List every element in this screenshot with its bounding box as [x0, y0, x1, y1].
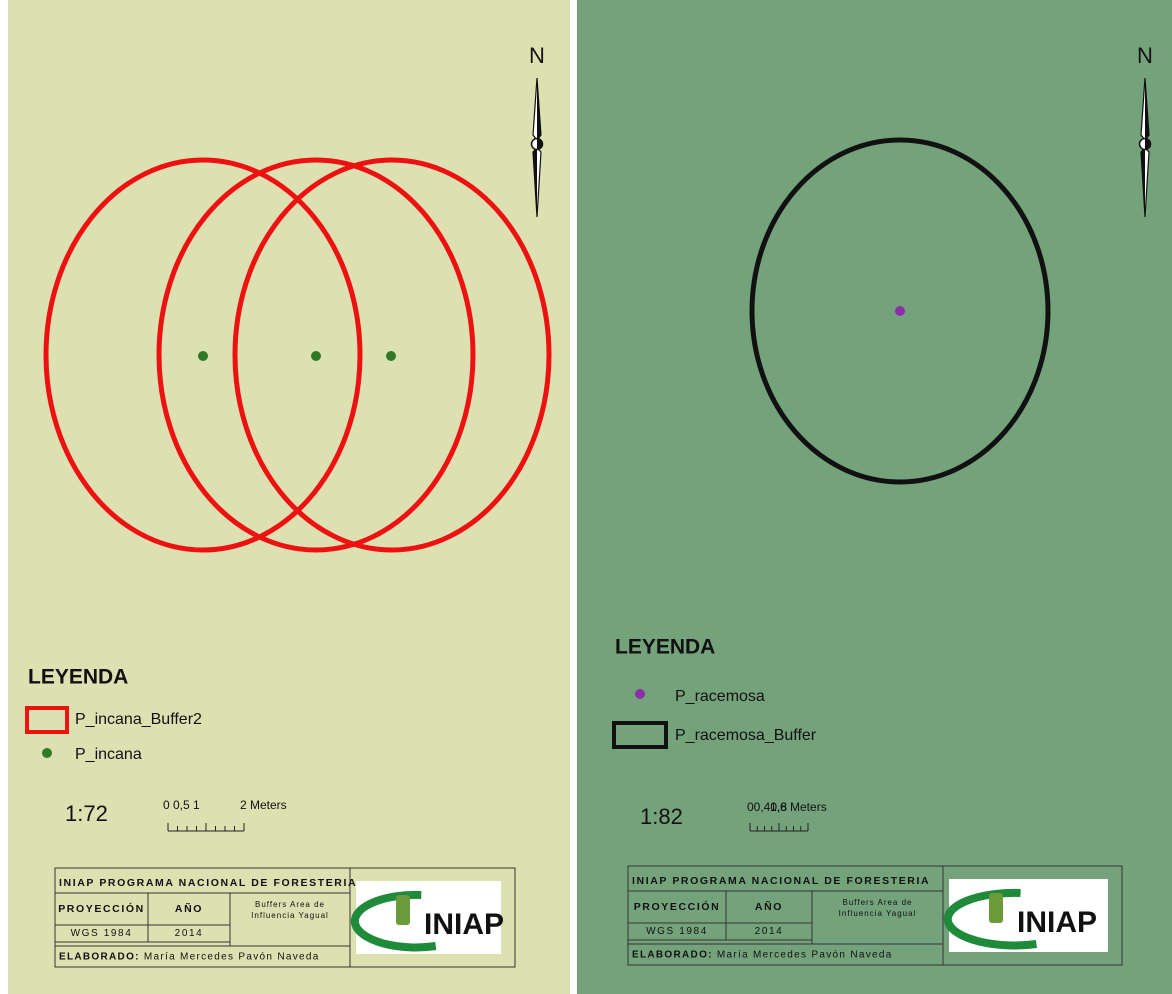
legend-label: P_incana_Buffer2: [75, 711, 202, 728]
north-arrow: [1141, 148, 1145, 217]
north-arrow: [1145, 78, 1149, 140]
buffer: [232, 157, 552, 553]
title-block: [627, 865, 1123, 966]
author-label: ELABORADO:: [632, 949, 713, 960]
title-block-value: WGS 1984: [646, 926, 708, 937]
title-block-value: 2014: [755, 926, 784, 937]
title-block-author: ELABORADO: María Mercedes Pavón Naveda: [632, 949, 893, 960]
points: [198, 351, 396, 361]
scale-bar-label: 2 Meters: [240, 798, 287, 812]
north-label: N: [1137, 43, 1153, 68]
north-arrow: [1145, 138, 1151, 150]
north-label: N: [529, 43, 545, 68]
logo-swoosh: [350, 890, 437, 952]
right-panel: [577, 0, 1172, 994]
author-name: María Mercedes Pavón Naveda: [144, 951, 320, 962]
legend-label: P_incana: [75, 746, 142, 763]
logo-emblem: [396, 895, 410, 925]
title-block: [54, 867, 516, 968]
scale-bar-label: 00,40,8: [747, 800, 787, 814]
legend-symbol: [42, 748, 52, 758]
legend-symbol: [612, 721, 668, 749]
title-block-label: AÑO: [175, 902, 203, 915]
scale-bar-label: 1,6 Meters: [770, 800, 827, 814]
scale-bar-label: 0 0,5 1: [163, 798, 200, 812]
left-panel: [8, 0, 570, 994]
title-block-header: INIAP PROGRAMA NACIONAL DE FORESTERIA: [59, 877, 357, 889]
north-arrow: [533, 148, 537, 217]
title-block-label: PROYECCIÓN: [634, 900, 721, 913]
title-block-value: 2014: [175, 928, 204, 939]
legend-symbol: [25, 706, 69, 734]
buffer: [156, 157, 476, 553]
title-block-description: Buffers Area de: [255, 900, 325, 909]
north-arrow: [537, 78, 541, 140]
legend-label: P_racemosa_Buffer: [675, 727, 817, 744]
logo-text: INIAP: [1017, 906, 1097, 939]
buffer: [749, 137, 1051, 485]
title-block-description: Influencia Yagual: [251, 911, 329, 920]
title-block-description: Influencia Yagual: [839, 909, 917, 918]
point: [311, 351, 321, 361]
scale-ratio: 1:72: [65, 801, 108, 826]
title-block-label: PROYECCIÓN: [58, 902, 145, 915]
title-block-description: Buffers Area de: [843, 898, 913, 907]
point: [895, 306, 905, 316]
logo-text: INIAP: [424, 908, 504, 941]
scale-ratio: 1:82: [640, 804, 683, 829]
legend-title: LEYENDA: [28, 666, 128, 689]
logo-swoosh: [943, 888, 1037, 950]
buffer: [43, 157, 363, 553]
point: [386, 351, 396, 361]
title-block-author: ELABORADO: María Mercedes Pavón Naveda: [59, 951, 320, 962]
legend-title: LEYENDA: [615, 636, 715, 659]
title-block-label: AÑO: [755, 900, 783, 913]
legend-symbol: [635, 689, 645, 699]
logo-emblem: [989, 893, 1003, 923]
point: [198, 351, 208, 361]
north-arrow: [537, 138, 543, 150]
buffers: [43, 157, 552, 553]
author-label: ELABORADO:: [59, 951, 140, 962]
author-name: María Mercedes Pavón Naveda: [717, 949, 893, 960]
title-block-header: INIAP PROGRAMA NACIONAL DE FORESTERIA: [632, 875, 930, 887]
legend-label: P_racemosa: [675, 688, 765, 705]
title-block-value: WGS 1984: [71, 928, 133, 939]
